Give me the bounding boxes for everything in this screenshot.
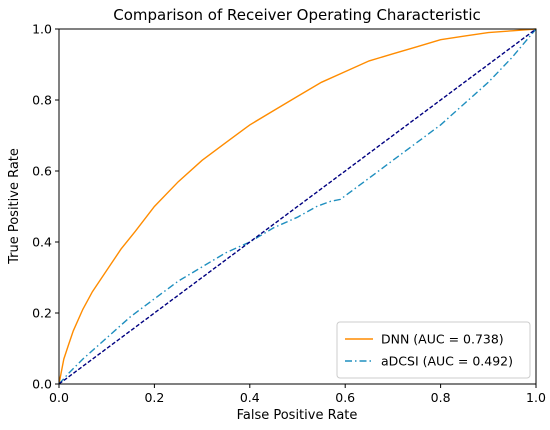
x-tick-label: 0.2 — [144, 390, 164, 405]
reference-diagonal-line — [58, 28, 537, 385]
x-tick-label: 0.8 — [431, 390, 451, 405]
x-axis-label: False Positive Rate — [237, 408, 358, 423]
y-tick-label: 0.0 — [32, 377, 52, 392]
legend: DNN (AUC = 0.738) aDCSI (AUC = 0.492) — [336, 321, 531, 379]
y-tick-label: 0.8 — [32, 93, 52, 108]
legend-label-0: DNN (AUC = 0.738) — [381, 332, 504, 347]
x-tick-label: 0.4 — [240, 390, 260, 405]
legend-box — [336, 321, 531, 379]
plot-area — [58, 28, 537, 385]
series-line-1 — [58, 28, 537, 385]
chart-title: Comparison of Receiver Operating Charact… — [113, 6, 481, 24]
y-tick-label: 0.6 — [32, 164, 52, 179]
legend-label-1: aDCSI (AUC = 0.492) — [381, 354, 513, 369]
y-axis-label: True Positive Rate — [7, 148, 22, 265]
x-tick-label: 0.6 — [335, 390, 355, 405]
axis-ticks: 0.0 0.2 0.4 0.6 0.8 1.0 0.0 0.2 0.4 0.6 0.8 1.0 — [32, 22, 546, 406]
y-tick-label: 0.4 — [32, 235, 52, 250]
x-tick-label: 1.0 — [526, 390, 546, 405]
series-line-0 — [58, 28, 537, 385]
axes-frame — [58, 28, 537, 385]
x-tick-label: 0.0 — [49, 390, 69, 405]
y-tick-label: 1.0 — [32, 22, 52, 37]
y-tick-label: 0.2 — [32, 306, 52, 321]
